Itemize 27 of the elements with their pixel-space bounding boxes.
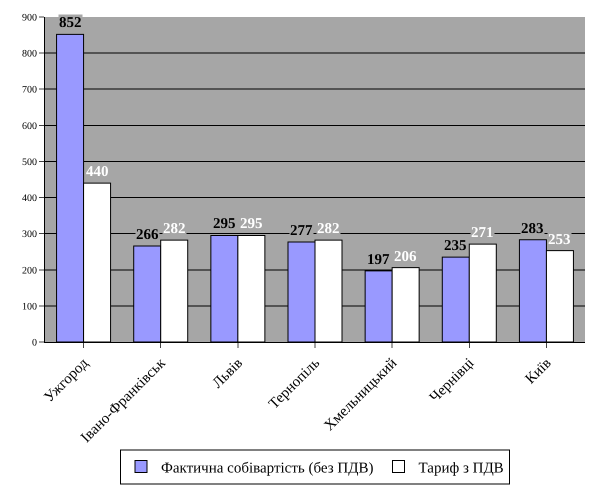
data-label: 235	[444, 238, 466, 254]
y-tick-label: 500	[22, 156, 37, 168]
data-label: 277	[290, 223, 313, 239]
y-tick-label: 300	[22, 229, 37, 240]
y-tick-label: 100	[22, 301, 37, 312]
data-label: 197	[367, 252, 390, 268]
data-label: 283	[521, 221, 544, 237]
y-tick-label: 200	[22, 265, 37, 276]
legend-label: Фактична собівартість (без ПДВ)	[161, 460, 374, 476]
data-label: 440	[86, 164, 108, 180]
y-tick-label: 800	[22, 48, 37, 60]
data-label: 206	[394, 249, 417, 265]
y-tick-label: 700	[22, 84, 37, 96]
legend-label: Тариф з ПДВ	[418, 460, 504, 476]
y-tick-label: 900	[22, 12, 37, 24]
data-label: 282	[317, 221, 340, 237]
y-tick-label: 400	[22, 193, 37, 204]
data-label: 271	[471, 225, 494, 241]
data-label: 282	[163, 221, 186, 237]
data-label: 295	[213, 216, 236, 232]
data-label: 253	[548, 232, 570, 248]
y-tick-label: 600	[22, 120, 37, 132]
x-tick-label: Київ	[522, 355, 555, 388]
data-label: 852	[59, 15, 82, 31]
data-label: 295	[240, 216, 262, 232]
data-label: 266	[136, 227, 159, 243]
y-tick-label: 0	[32, 338, 37, 348]
